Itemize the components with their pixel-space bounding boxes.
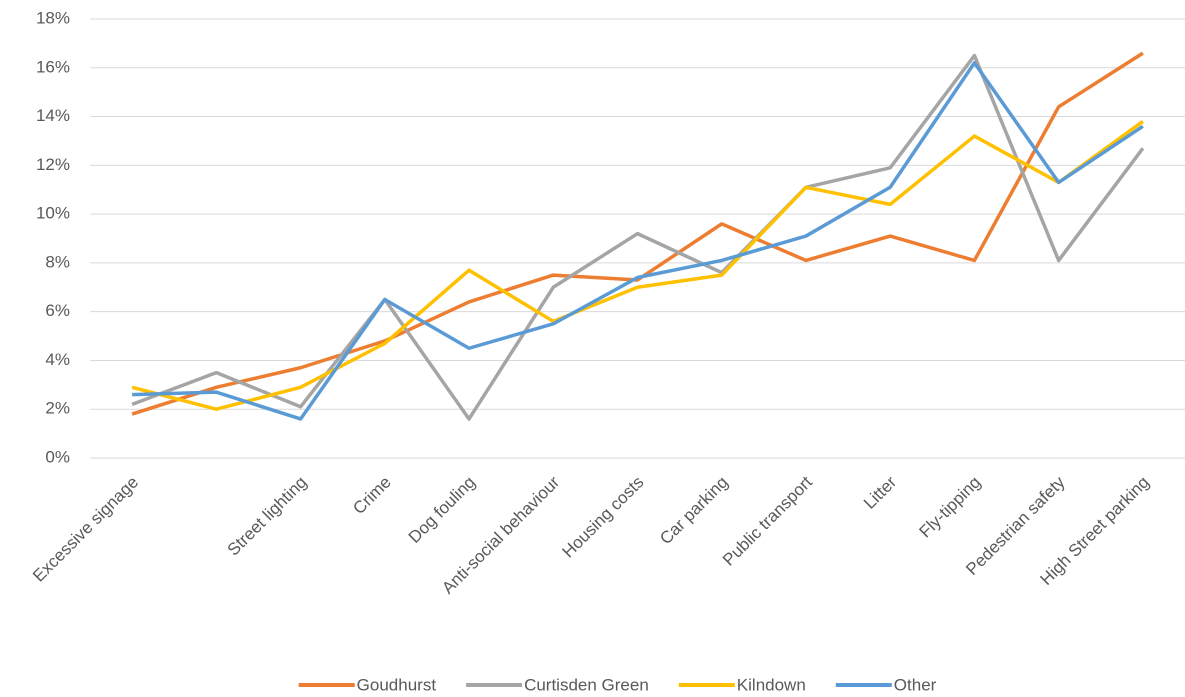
series-line <box>132 61 1144 421</box>
x-tick-label: Litter <box>860 472 900 512</box>
y-tick-label: 18% <box>36 8 70 27</box>
series-line <box>131 120 1144 411</box>
y-tick-label: 8% <box>45 252 70 271</box>
x-tick-label: Housing costs <box>559 473 648 562</box>
x-tick-label: Public transport <box>719 472 816 569</box>
y-tick-label: 10% <box>36 204 70 223</box>
y-tick-label: 4% <box>45 350 70 369</box>
y-tick-label: 16% <box>36 57 70 76</box>
x-tick-label: Street lighting <box>224 473 311 560</box>
y-tick-label: 0% <box>45 447 70 466</box>
legend-label: Curtisden Green <box>524 675 649 694</box>
legend-label: Kilndown <box>737 675 806 694</box>
x-tick-label: Car parking <box>656 473 732 549</box>
x-tick-label: Fly-tipping <box>916 473 985 542</box>
x-tick-label: Crime <box>349 473 394 518</box>
y-tick-label: 6% <box>45 301 70 320</box>
x-tick-label: Excessive signage <box>29 473 142 586</box>
x-tick-label: Dog fouling <box>405 473 479 547</box>
legend-label: Goudhurst <box>357 675 437 694</box>
y-tick-label: 2% <box>45 399 70 418</box>
legend: Goudhurst Curtisden Green Kilndown Other <box>298 675 937 694</box>
y-tick-label: 14% <box>36 106 70 125</box>
legend-label: Other <box>894 675 937 694</box>
y-tick-label: 12% <box>36 155 70 174</box>
series-line <box>131 51 1144 416</box>
series-line <box>131 53 1145 421</box>
